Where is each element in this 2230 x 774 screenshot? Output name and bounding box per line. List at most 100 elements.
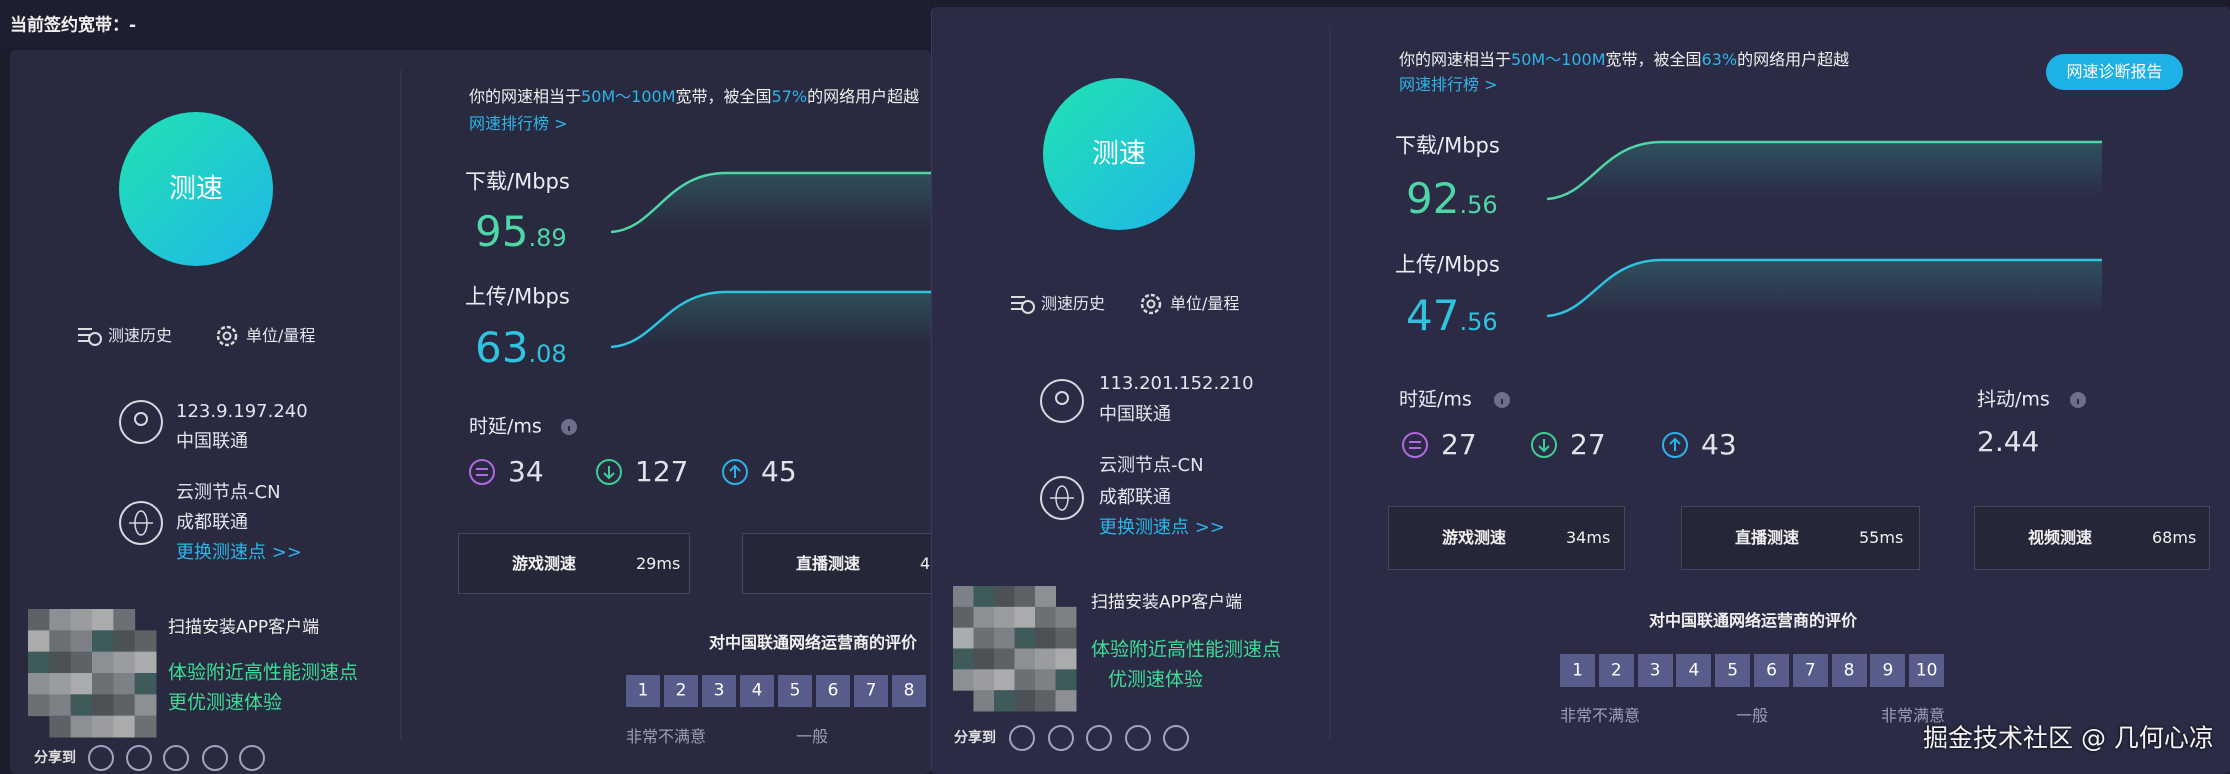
rating-score[interactable]: 3 bbox=[1649, 660, 1661, 680]
rating-box[interactable] bbox=[1831, 654, 1867, 687]
qr-code bbox=[113, 609, 136, 631]
qr-code bbox=[134, 673, 157, 695]
rating-box[interactable] bbox=[854, 675, 888, 707]
latency-value: 127 bbox=[635, 455, 689, 488]
tool-link[interactable]: 单位/量程 bbox=[246, 326, 316, 345]
ip-address: 123.9.197.240 bbox=[176, 401, 308, 422]
rating-label: 一般 bbox=[796, 727, 829, 746]
upload-label: 上传/Mbps bbox=[465, 284, 570, 309]
qr-code bbox=[28, 651, 50, 674]
settings-icon bbox=[216, 325, 238, 347]
rating-score[interactable]: 9 bbox=[1882, 660, 1894, 680]
latency-icon bbox=[1669, 437, 1681, 451]
rating-score[interactable]: 8 bbox=[903, 680, 915, 701]
rating-score[interactable]: 3 bbox=[713, 680, 725, 701]
share-icon bbox=[88, 745, 114, 771]
upload-curve bbox=[610, 290, 931, 349]
rating-box[interactable] bbox=[1870, 654, 1906, 687]
rating-box[interactable] bbox=[626, 675, 660, 707]
latency-icon bbox=[729, 464, 741, 478]
app-title: 扫描安装APP客户端 bbox=[168, 617, 320, 638]
rating-score[interactable]: 4 bbox=[751, 680, 763, 701]
rating-box[interactable] bbox=[1792, 654, 1828, 687]
rating-score[interactable]: 6 bbox=[1766, 660, 1777, 680]
qr-code bbox=[49, 651, 72, 674]
rating-box[interactable] bbox=[702, 675, 736, 707]
rating-score[interactable]: 8 bbox=[1843, 660, 1855, 680]
rating-score[interactable]: 5 bbox=[789, 680, 801, 701]
app-line: 体验附近高性能测速点 bbox=[168, 661, 359, 684]
rating-box[interactable] bbox=[778, 675, 812, 707]
rating-score[interactable]: 6 bbox=[827, 680, 839, 701]
rating-score[interactable]: 4 bbox=[1688, 660, 1700, 680]
start-label[interactable]: 测速 bbox=[169, 173, 223, 205]
rating-score[interactable]: 1 bbox=[1572, 660, 1583, 680]
test-name: 游戏测速 bbox=[512, 553, 577, 573]
test-value: 55ms bbox=[1859, 528, 1904, 547]
rating-box[interactable] bbox=[1598, 654, 1634, 687]
rating-score[interactable]: 2 bbox=[675, 680, 687, 701]
rating-score[interactable]: 7 bbox=[865, 680, 877, 701]
upload-integer: 63 bbox=[475, 323, 529, 372]
test-card[interactable] bbox=[742, 533, 931, 594]
qr-code bbox=[1014, 606, 1036, 629]
rating-box[interactable] bbox=[892, 675, 926, 707]
qr-code bbox=[994, 606, 1015, 629]
qr-code bbox=[134, 715, 157, 738]
rating-box[interactable] bbox=[1909, 654, 1945, 687]
rating-box[interactable] bbox=[1560, 654, 1595, 687]
download-area bbox=[611, 173, 931, 232]
tool-link[interactable]: 单位/量程 bbox=[1170, 294, 1240, 313]
rating-score[interactable]: 10 bbox=[1915, 660, 1938, 680]
download-area bbox=[1547, 142, 2102, 199]
change-node-link[interactable]: 更换测速点 >> bbox=[1099, 517, 1225, 538]
rating-box[interactable] bbox=[1637, 654, 1673, 687]
rating-box[interactable] bbox=[1715, 654, 1751, 687]
ranking-link[interactable]: 网速排行榜 > bbox=[1399, 75, 1498, 94]
diagnosis-label[interactable]: 网速诊断报告 bbox=[2066, 62, 2163, 81]
qr-code bbox=[70, 651, 93, 674]
rating-score[interactable]: 7 bbox=[1804, 660, 1816, 680]
rating-score[interactable]: 1 bbox=[637, 680, 649, 701]
test-card[interactable] bbox=[458, 533, 690, 594]
qr-code bbox=[49, 673, 72, 695]
change-node-link[interactable]: 更换测速点 >> bbox=[176, 542, 302, 563]
download-value: 95.89 bbox=[475, 211, 567, 253]
rating-score[interactable]: 5 bbox=[1727, 660, 1739, 680]
upload-area bbox=[611, 292, 931, 347]
test-value: 34ms bbox=[1566, 528, 1611, 547]
test-value: 4 bbox=[920, 553, 931, 573]
latency-label: 时延/ms bbox=[1399, 388, 1472, 411]
rating-box[interactable] bbox=[1676, 654, 1712, 687]
rating-box[interactable] bbox=[1754, 654, 1789, 687]
rating-box[interactable] bbox=[664, 675, 698, 707]
download-integer: 92 bbox=[1406, 174, 1460, 223]
node-name: 云测节点-CN bbox=[176, 482, 281, 503]
upload-integer: 47 bbox=[1406, 291, 1460, 340]
ranking-link[interactable]: 网速排行榜 > bbox=[469, 114, 568, 133]
rating-box[interactable] bbox=[816, 675, 850, 707]
test-card[interactable] bbox=[1974, 506, 2210, 570]
qr-code bbox=[953, 606, 974, 629]
qr-code bbox=[1035, 627, 1056, 649]
latency-icon bbox=[722, 459, 748, 485]
qr-code bbox=[953, 648, 974, 670]
latency-icon bbox=[476, 468, 488, 476]
tool-link[interactable]: 测速历史 bbox=[108, 326, 173, 345]
qr-code bbox=[994, 648, 1015, 670]
location-icon bbox=[1055, 391, 1069, 405]
upload-value: 63.08 bbox=[475, 327, 567, 369]
qr-code bbox=[973, 627, 995, 649]
top-bar bbox=[0, 0, 931, 46]
rating-box[interactable] bbox=[740, 675, 774, 707]
latency-icon bbox=[1538, 439, 1550, 453]
test-card[interactable] bbox=[1388, 506, 1625, 570]
tool-link[interactable]: 测速历史 bbox=[1041, 294, 1106, 313]
qr-code bbox=[92, 694, 114, 717]
qr-code bbox=[1035, 690, 1056, 712]
start-label[interactable]: 测速 bbox=[1092, 138, 1146, 170]
test-card[interactable] bbox=[1681, 506, 1920, 570]
diagnosis-button[interactable] bbox=[2046, 54, 2183, 90]
rating-score[interactable]: 2 bbox=[1610, 660, 1622, 680]
